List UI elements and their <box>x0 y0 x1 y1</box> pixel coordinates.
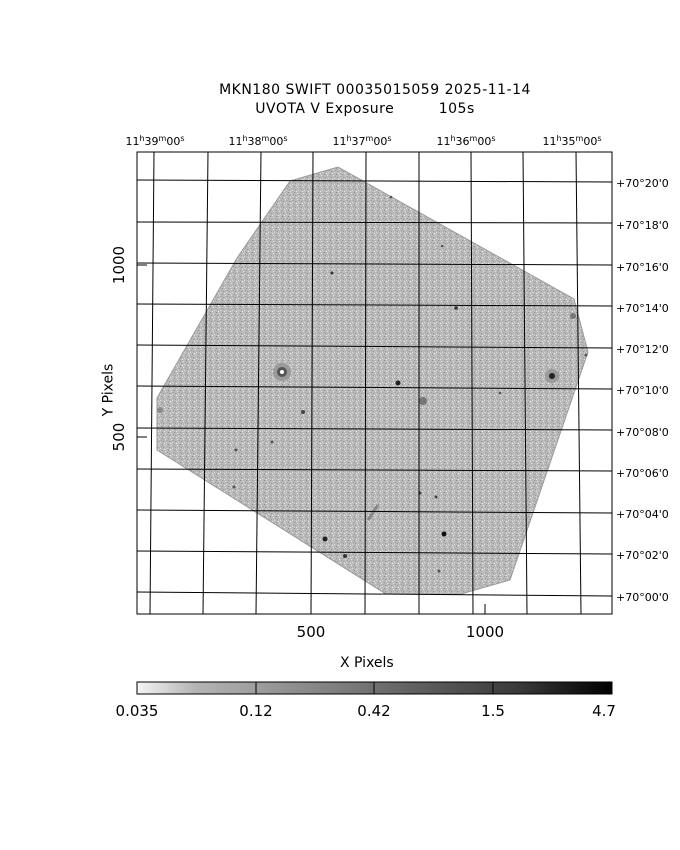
y-axis-title: Y Pixels <box>100 363 117 417</box>
x-tick-label: 500 <box>297 623 326 641</box>
ra-label: 11h38m00s <box>228 134 287 148</box>
colorbar-tick-label: 4.7 <box>592 702 616 720</box>
dec-label: +70°16'0 <box>616 261 669 274</box>
ra-label: 11h36m00s <box>436 134 495 148</box>
colorbar-tick-label: 1.5 <box>481 702 505 720</box>
dec-label: +70°14'0 <box>616 302 669 315</box>
dec-label: +70°10'0 <box>616 384 669 397</box>
figure-title: MKN180 SWIFT 00035015059 2025-11-14 <box>219 82 531 98</box>
coordinate-grid <box>137 152 612 614</box>
colorbar-tick-label: 0.12 <box>239 702 273 720</box>
dec-label: +70°00'0 <box>616 591 669 604</box>
x-axis-title: X Pixels <box>340 655 394 671</box>
dec-label: +70°08'0 <box>616 426 669 439</box>
star-sources <box>157 195 588 573</box>
y-tick-label: 500 <box>110 423 128 452</box>
colorbar-tick-label: 0.035 <box>115 702 159 720</box>
dec-label: +70°02'0 <box>616 549 669 562</box>
dec-label: +70°18'0 <box>616 219 669 232</box>
figure-subtitle: UVOTA V Exposure 105s <box>255 101 475 117</box>
ra-label: 11h39m00s <box>125 134 184 148</box>
dec-label: +70°12'0 <box>616 343 669 356</box>
ra-label: 11h35m00s <box>542 134 601 148</box>
y-tick-label: 1000 <box>110 246 128 284</box>
x-tick-label: 1000 <box>466 623 504 641</box>
dec-label: +70°04'0 <box>616 508 669 521</box>
dec-label: +70°20'0 <box>616 177 669 190</box>
ra-label: 11h37m00s <box>332 134 391 148</box>
dec-label: +70°06'0 <box>616 467 669 480</box>
colorbar-tick-label: 0.42 <box>357 702 391 720</box>
exposure-region <box>156 166 589 595</box>
plot-frame <box>136 151 613 615</box>
colorbar <box>136 681 613 695</box>
